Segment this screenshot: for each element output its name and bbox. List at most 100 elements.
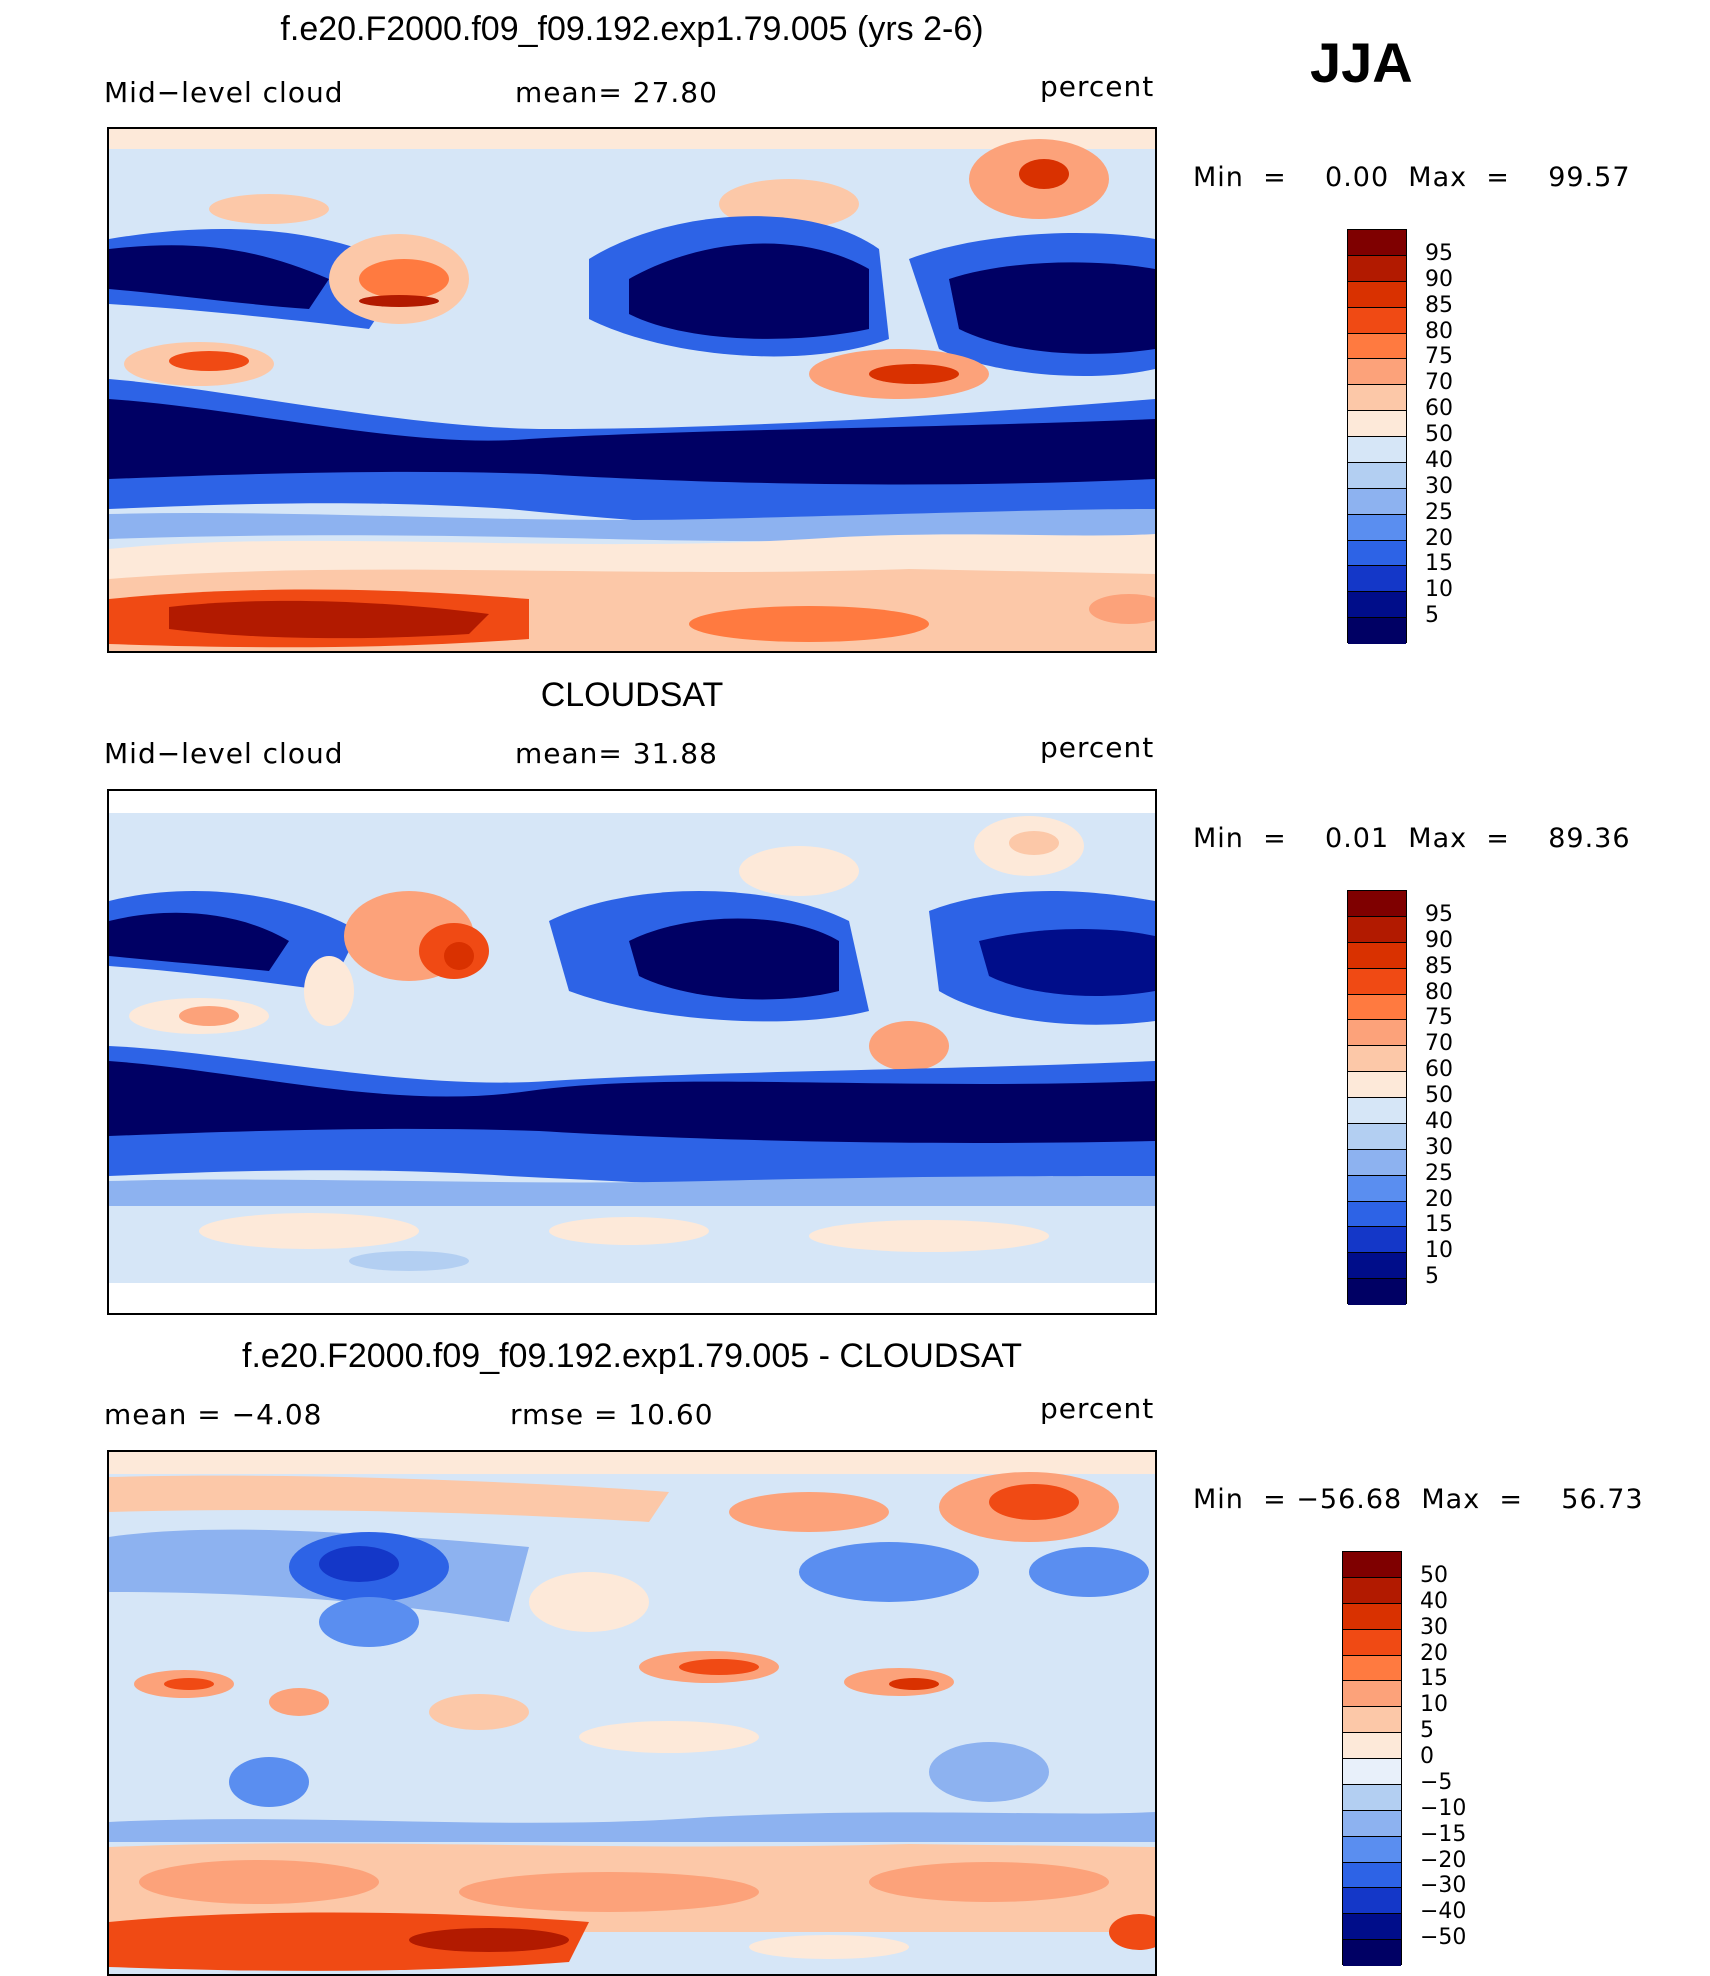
colorbar-tick-label: 85 — [1425, 292, 1453, 318]
panel3-colorbar-labels: 50 40 30 20 15 10 5 0 −5 −10 −15 −20 −30 −40 −50 — [1420, 1551, 1490, 1965]
colorbar-segment — [1343, 1810, 1401, 1837]
colorbar-segment — [1348, 994, 1406, 1021]
colorbar-tick-label: 40 — [1425, 1108, 1453, 1134]
panel2-colorbar-labels: 95 90 85 80 75 70 60 50 40 30 25 20 15 10 5 — [1425, 890, 1485, 1304]
colorbar-tick-label: −15 — [1420, 1821, 1467, 1847]
colorbar-segment — [1348, 255, 1406, 282]
panel1-variable-label: Mid−level cloud — [104, 76, 344, 109]
colorbar-segment — [1343, 1784, 1401, 1811]
colorbar-tick-label: 15 — [1425, 551, 1453, 577]
panel3-mean-label: mean = −4.08 — [104, 1398, 323, 1431]
panel3-map — [107, 1450, 1157, 1976]
panel2-variable-label: Mid−level cloud — [104, 737, 344, 770]
panel2-units-label: percent — [1040, 731, 1155, 764]
colorbar-segment — [1348, 307, 1406, 334]
colorbar-tick-label: 25 — [1425, 1160, 1453, 1186]
colorbar-tick-label: 5 — [1425, 1264, 1439, 1290]
panel2-map — [107, 789, 1157, 1315]
colorbar-tick-label: 95 — [1425, 240, 1453, 266]
colorbar-segment — [1348, 1046, 1406, 1073]
colorbar-segment — [1348, 514, 1406, 541]
colorbar-segment — [1343, 1940, 1401, 1966]
colorbar-segment — [1343, 1733, 1401, 1759]
panel1-map — [107, 127, 1157, 653]
colorbar-tick-label: 95 — [1425, 901, 1453, 927]
colorbar-segment — [1343, 1603, 1401, 1630]
season-label: JJA — [1310, 31, 1413, 94]
panel2-minmax: Min = 0.01 Max = 89.36 — [1193, 823, 1631, 854]
colorbar-tick-label: −40 — [1420, 1899, 1467, 1925]
colorbar-segment — [1348, 385, 1406, 412]
colorbar-segment — [1348, 1253, 1406, 1280]
colorbar-segment — [1343, 1888, 1401, 1915]
colorbar-segment — [1348, 281, 1406, 308]
colorbar-segment — [1348, 437, 1406, 463]
panel3-minmax: Min = −56.68 Max = 56.73 — [1193, 1484, 1644, 1515]
colorbar-segment — [1343, 1759, 1401, 1785]
colorbar-segment — [1348, 942, 1406, 969]
colorbar-tick-label: 15 — [1420, 1666, 1448, 1692]
colorbar-tick-label: 5 — [1420, 1718, 1434, 1744]
panel1-units-label: percent — [1040, 70, 1155, 103]
colorbar-tick-label: 20 — [1420, 1640, 1448, 1666]
colorbar-segment — [1348, 411, 1406, 437]
colorbar-tick-label: 85 — [1425, 953, 1453, 979]
colorbar-tick-label: 50 — [1425, 422, 1453, 447]
colorbar-tick-label: 40 — [1425, 447, 1453, 473]
colorbar-segment — [1348, 1072, 1406, 1098]
panel1-mean-label: mean= 27.80 — [515, 76, 718, 109]
colorbar-segment — [1348, 916, 1406, 943]
colorbar-tick-label: 50 — [1425, 1083, 1453, 1108]
colorbar-segment — [1343, 1862, 1401, 1889]
colorbar-tick-label: 75 — [1425, 344, 1453, 370]
colorbar-segment — [1343, 1836, 1401, 1863]
colorbar-segment — [1348, 1175, 1406, 1202]
colorbar-segment — [1348, 1201, 1406, 1228]
colorbar-tick-label: 60 — [1425, 396, 1453, 422]
panel1-title: f.e20.F2000.f09_f09.192.exp1.79.005 (yrs… — [280, 10, 984, 48]
colorbar-tick-label: 90 — [1425, 927, 1453, 953]
colorbar-segment — [1348, 1149, 1406, 1176]
panel1-map-field — [109, 129, 1155, 651]
colorbar-segment — [1348, 891, 1406, 917]
panel2-colorbar — [1347, 890, 1407, 1305]
colorbar-segment — [1348, 1020, 1406, 1047]
panel2-title: CLOUDSAT — [540, 676, 724, 714]
colorbar-segment — [1348, 462, 1406, 489]
colorbar-tick-label: 40 — [1420, 1588, 1448, 1614]
colorbar-tick-label: 10 — [1425, 1238, 1453, 1264]
colorbar-segment — [1348, 1279, 1406, 1305]
colorbar-segment — [1343, 1577, 1401, 1604]
colorbar-segment — [1348, 488, 1406, 515]
colorbar-segment — [1348, 1227, 1406, 1254]
colorbar-tick-label: 10 — [1420, 1692, 1448, 1718]
colorbar-tick-label: 5 — [1425, 603, 1439, 629]
colorbar-tick-label: 30 — [1420, 1614, 1448, 1640]
colorbar-segment — [1348, 333, 1406, 360]
colorbar-tick-label: 10 — [1425, 577, 1453, 603]
colorbar-tick-label: −5 — [1420, 1769, 1453, 1795]
colorbar-segment — [1348, 592, 1406, 619]
colorbar-tick-label: 75 — [1425, 1005, 1453, 1031]
colorbar-segment — [1348, 540, 1406, 567]
panel3-colorbar — [1342, 1551, 1402, 1966]
panel3-units-label: percent — [1040, 1392, 1155, 1425]
colorbar-tick-label: 30 — [1425, 473, 1453, 499]
colorbar-tick-label: 15 — [1425, 1212, 1453, 1238]
colorbar-tick-label: −50 — [1420, 1925, 1467, 1951]
panel3-map-field — [109, 1452, 1155, 1974]
colorbar-tick-label: 0 — [1420, 1744, 1434, 1769]
panel1-colorbar-labels: 95 90 85 80 75 70 60 50 40 30 25 20 15 10 5 — [1425, 229, 1485, 643]
panel3-title: f.e20.F2000.f09_f09.192.exp1.79.005 - CL… — [242, 1337, 1022, 1375]
colorbar-segment — [1348, 566, 1406, 593]
colorbar-tick-label: 20 — [1425, 525, 1453, 551]
colorbar-tick-label: −20 — [1420, 1847, 1467, 1873]
colorbar-tick-label: 80 — [1425, 318, 1453, 344]
colorbar-tick-label: 70 — [1425, 370, 1453, 396]
colorbar-segment — [1343, 1552, 1401, 1578]
colorbar-segment — [1348, 618, 1406, 644]
colorbar-segment — [1348, 1123, 1406, 1150]
colorbar-tick-label: 50 — [1420, 1562, 1448, 1588]
colorbar-tick-label: 25 — [1425, 499, 1453, 525]
colorbar-tick-label: 30 — [1425, 1134, 1453, 1160]
